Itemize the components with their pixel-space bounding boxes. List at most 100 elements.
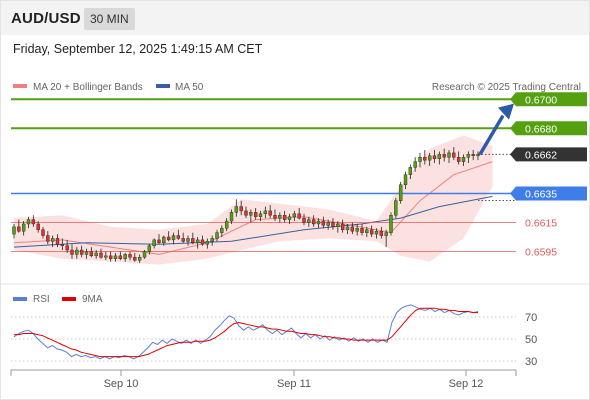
candle	[307, 216, 311, 227]
candle	[70, 244, 74, 259]
candle	[79, 245, 84, 258]
candle	[394, 197, 398, 219]
candle	[46, 231, 50, 245]
header-bar: AUD/USD 30 MIN	[1, 1, 589, 35]
pair-title: AUD/USD	[11, 10, 81, 27]
candle	[282, 210, 287, 223]
candle	[432, 150, 437, 164]
candle	[171, 232, 176, 245]
candle	[476, 151, 480, 161]
rsi-tick-70: 70	[525, 312, 537, 324]
chart-datetime: Friday, September 12, 2025 1:49:15 AM CE…	[13, 42, 263, 56]
x-axis: Sep 10 Sep 11 Sep 12	[10, 369, 517, 390]
candle	[21, 221, 26, 236]
candle	[360, 223, 364, 236]
candle	[142, 250, 147, 259]
level-label-0.6700: 0.6700	[525, 94, 557, 106]
candle	[17, 219, 21, 233]
candle	[31, 215, 36, 227]
level-label-0.6662: 0.6662	[525, 149, 557, 161]
legend-rsi-swatch	[13, 297, 27, 301]
candle	[297, 208, 301, 220]
x-tick-label: Sep 10	[104, 378, 139, 390]
candle	[258, 210, 263, 222]
candle	[118, 251, 123, 261]
candle	[413, 157, 417, 172]
candle	[108, 251, 113, 262]
candle	[181, 232, 185, 243]
candle	[133, 252, 137, 262]
rsi-panel: 70 50 30	[11, 304, 537, 368]
legend-ma20-swatch	[13, 84, 27, 88]
arrow-layer	[478, 103, 514, 156]
candle	[147, 244, 152, 255]
credit-text: Research © 2025 Trading Central	[432, 82, 581, 93]
x-tick-label: Sep 12	[449, 378, 484, 390]
candle	[292, 210, 297, 222]
level-label-0.6595: 0.6595	[525, 247, 557, 259]
candle	[273, 209, 277, 222]
candle	[210, 235, 214, 246]
candle	[461, 154, 466, 166]
candle	[234, 199, 239, 217]
level-labels-layer: 0.6700 0.6680 0.6662 0.6635 0.6615 0.6595	[510, 92, 587, 259]
candle	[215, 229, 219, 242]
candle	[287, 213, 292, 224]
candle	[447, 150, 451, 164]
candle	[384, 229, 388, 248]
legend-ma9-swatch	[62, 297, 76, 301]
candle	[65, 239, 69, 253]
level-label-0.6615: 0.6615	[525, 218, 557, 230]
candle	[253, 208, 258, 220]
candle	[471, 150, 475, 161]
candle	[104, 251, 108, 261]
timeframe-badge[interactable]: 30 MIN	[84, 8, 135, 30]
candle	[403, 171, 408, 190]
candle	[355, 223, 359, 236]
candle	[176, 229, 181, 240]
level-label-0.6680: 0.6680	[525, 123, 557, 135]
candle	[369, 225, 374, 237]
candle	[321, 216, 326, 229]
candle	[94, 250, 98, 259]
candle	[55, 234, 60, 248]
legend-ma20-label: MA 20 + Bollinger Bands	[33, 82, 143, 93]
candle	[157, 234, 161, 245]
ma50-line	[13, 195, 493, 248]
candle	[427, 152, 432, 166]
candle	[442, 148, 446, 162]
candle	[239, 200, 243, 216]
legend-rsi-label: RSI	[33, 294, 50, 305]
level-tag-0.6662	[510, 147, 587, 162]
candle	[84, 248, 89, 259]
candle	[350, 222, 355, 235]
level-tag-0.6680	[510, 121, 587, 136]
candle	[75, 247, 79, 259]
candle	[365, 226, 369, 237]
candle	[326, 219, 330, 230]
candle	[379, 226, 384, 239]
candle	[452, 147, 456, 161]
candle	[60, 238, 65, 251]
levels-layer	[11, 98, 516, 252]
candle	[408, 164, 413, 179]
candle	[89, 247, 94, 258]
candle	[191, 232, 195, 245]
legend-ma9-label: 9MA	[82, 294, 103, 305]
candle	[12, 223, 16, 239]
candle	[268, 205, 272, 219]
candle	[316, 218, 321, 229]
target-arrow-shaft	[478, 114, 505, 156]
rsi-series-rsi	[13, 304, 479, 360]
candle	[26, 216, 31, 229]
candle	[389, 212, 393, 236]
candle	[345, 223, 350, 235]
candle	[205, 238, 210, 249]
legend-ma50-label: MA 50	[175, 82, 204, 93]
candle	[311, 215, 316, 227]
candle	[374, 228, 379, 239]
candle	[166, 231, 171, 242]
candle	[113, 252, 118, 262]
